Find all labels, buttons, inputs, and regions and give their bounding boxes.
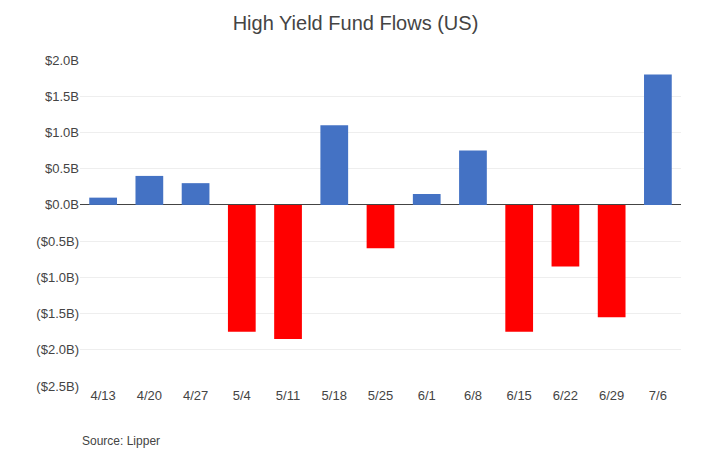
svg-text:5/4: 5/4 [233,388,251,403]
svg-text:6/8: 6/8 [464,388,482,403]
svg-text:4/27: 4/27 [183,388,208,403]
svg-text:$0.0B: $0.0B [45,197,79,212]
svg-text:6/15: 6/15 [507,388,532,403]
svg-text:Source: Lipper: Source: Lipper [82,434,160,448]
svg-text:($2.5B): ($2.5B) [36,379,79,394]
svg-text:6/1: 6/1 [418,388,436,403]
svg-text:5/11: 5/11 [276,388,300,403]
svg-text:6/22: 6/22 [553,388,578,403]
svg-text:7/6: 7/6 [649,388,667,403]
svg-text:6/29: 6/29 [599,388,624,403]
svg-text:4/20: 4/20 [137,388,162,403]
svg-text:$1.0B: $1.0B [45,125,79,140]
svg-text:5/25: 5/25 [368,388,393,403]
svg-text:$2.0B: $2.0B [45,53,79,68]
svg-text:($0.5B): ($0.5B) [36,234,79,249]
svg-text:($2.0B): ($2.0B) [36,342,79,357]
svg-text:($1.0B): ($1.0B) [36,270,79,285]
svg-text:4/13: 4/13 [90,388,115,403]
svg-text:($1.5B): ($1.5B) [36,306,79,321]
svg-text:$1.5B: $1.5B [45,89,79,104]
svg-text:$0.5B: $0.5B [45,161,79,176]
svg-text:High Yield Fund Flows (US): High Yield Fund Flows (US) [233,12,479,34]
svg-text:5/18: 5/18 [322,388,347,403]
